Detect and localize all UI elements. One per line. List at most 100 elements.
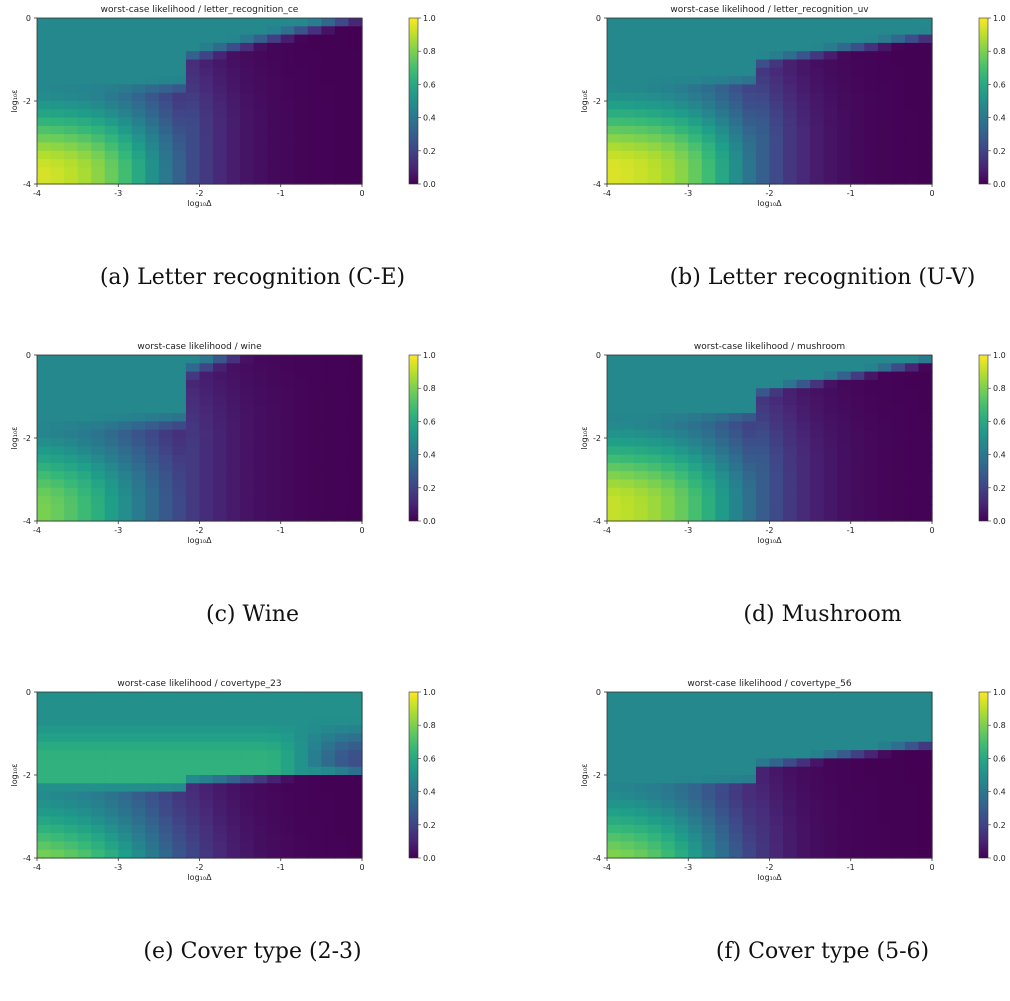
colorbar-tick-label: 1.0 [993, 688, 1006, 697]
heatmap-cell [904, 775, 920, 784]
heatmap-cell [918, 175, 933, 185]
heatmap-cell [104, 429, 119, 439]
heatmap-cell [294, 84, 309, 94]
colorbar-tick-label: 0.0 [993, 517, 1006, 526]
heatmap-cell [891, 355, 906, 364]
heatmap-cell [307, 849, 322, 859]
heatmap-cell [334, 18, 350, 27]
colorbar-tick-label: 0.6 [993, 80, 1006, 89]
heatmap-cell [145, 34, 160, 44]
heatmap-cell [634, 462, 649, 472]
heatmap-cell [240, 471, 255, 481]
heatmap-cell [172, 396, 187, 406]
heatmap-cell [213, 708, 228, 718]
heatmap-cell [877, 708, 892, 718]
heatmap-cell [837, 454, 852, 464]
heatmap-cell [850, 76, 865, 85]
colorbar [978, 354, 989, 522]
heatmap-cell [728, 438, 744, 447]
heatmap-cell [64, 708, 79, 718]
heatmap-cell [199, 159, 214, 168]
y-tick-label: -2 [23, 434, 31, 443]
heatmap-cell [267, 76, 282, 85]
heatmap-cell [321, 462, 336, 472]
heatmap-cell [348, 775, 363, 784]
heatmap-cell [172, 42, 187, 52]
heatmap-cell [877, 175, 892, 185]
heatmap-cell [280, 84, 295, 94]
heatmap-cell [918, 504, 933, 514]
heatmap-cell [37, 396, 52, 406]
heatmap-cell [850, 117, 865, 127]
colorbar-tick-label: 0.8 [423, 721, 436, 730]
heatmap-cell [674, 438, 689, 447]
heatmap-cell [307, 175, 322, 185]
heatmap-cell [918, 379, 933, 389]
heatmap-cell [823, 454, 838, 464]
heatmap-cell [837, 51, 852, 61]
heatmap-cell [796, 26, 811, 36]
heatmap-cell [104, 750, 119, 759]
heatmap-cell [769, 849, 784, 859]
figure-caption: (f) Cover type (5-6) [715, 939, 930, 964]
heatmap-cell [226, 496, 241, 505]
heatmap-cell [755, 504, 771, 514]
heatmap-cell [104, 725, 119, 735]
heatmap-cell [620, 404, 635, 414]
heatmap-cell [294, 396, 309, 406]
heatmap-cell [307, 421, 322, 431]
heatmap-cell [783, 51, 798, 61]
heatmap-cell [877, 363, 892, 373]
heatmap-cell [280, 371, 295, 381]
colorbar-tick-label: 0.2 [993, 484, 1006, 493]
figure-caption: (a) Letter recognition (C-E) [99, 265, 406, 290]
heatmap-cell [688, 34, 703, 44]
heatmap-cell [634, 454, 649, 464]
heatmap-cell [334, 134, 350, 144]
heatmap-cell [850, 841, 865, 851]
heatmap-cell [647, 750, 662, 759]
heatmap-cell [864, 775, 879, 784]
heatmap-cell [64, 134, 79, 144]
heatmap-cell [823, 766, 838, 776]
heatmap-cell [226, 716, 241, 726]
heatmap-cell [118, 355, 133, 364]
heatmap-cell [728, 175, 744, 185]
heatmap-cell [158, 34, 174, 44]
heatmap-cell [728, 396, 744, 406]
heatmap-cell [647, 42, 662, 52]
heatmap-cell [172, 84, 187, 94]
heatmap-cell [891, 808, 906, 818]
heatmap-cell [334, 454, 350, 464]
heatmap-cell [131, 134, 146, 144]
heatmap-cell [634, 26, 649, 36]
heatmap-cell [864, 766, 879, 776]
heatmap-cell [267, 708, 282, 718]
heatmap-cell [810, 159, 825, 168]
heatmap-cell [91, 76, 106, 85]
heatmap-cell [810, 512, 825, 522]
heatmap-cell [837, 175, 852, 185]
heatmap-cell [823, 708, 838, 718]
heatmap-cell [904, 51, 920, 61]
heatmap-cell [91, 42, 106, 52]
heatmap-cell [783, 175, 798, 185]
heatmap-cell [850, 833, 865, 842]
heatmap-cell [688, 150, 703, 160]
heatmap-cell [634, 841, 649, 851]
heatmap-cell [253, 167, 268, 177]
x-tick-label: -2 [196, 863, 204, 872]
x-tick-label: -3 [114, 526, 122, 535]
heatmap-cell [715, 849, 730, 859]
heatmap-cell [769, 371, 784, 381]
heatmap-cell [294, 159, 309, 168]
heatmap-cell [77, 76, 92, 85]
heatmap-cell [701, 429, 716, 439]
heatmap-cell [810, 150, 825, 160]
heatmap-cell [837, 479, 852, 489]
x-tick-label: -3 [114, 863, 122, 872]
heatmap-cell [810, 67, 825, 77]
heatmap-cell [131, 504, 146, 514]
heatmap-cell [348, 799, 363, 809]
heatmap-cell [918, 750, 933, 759]
